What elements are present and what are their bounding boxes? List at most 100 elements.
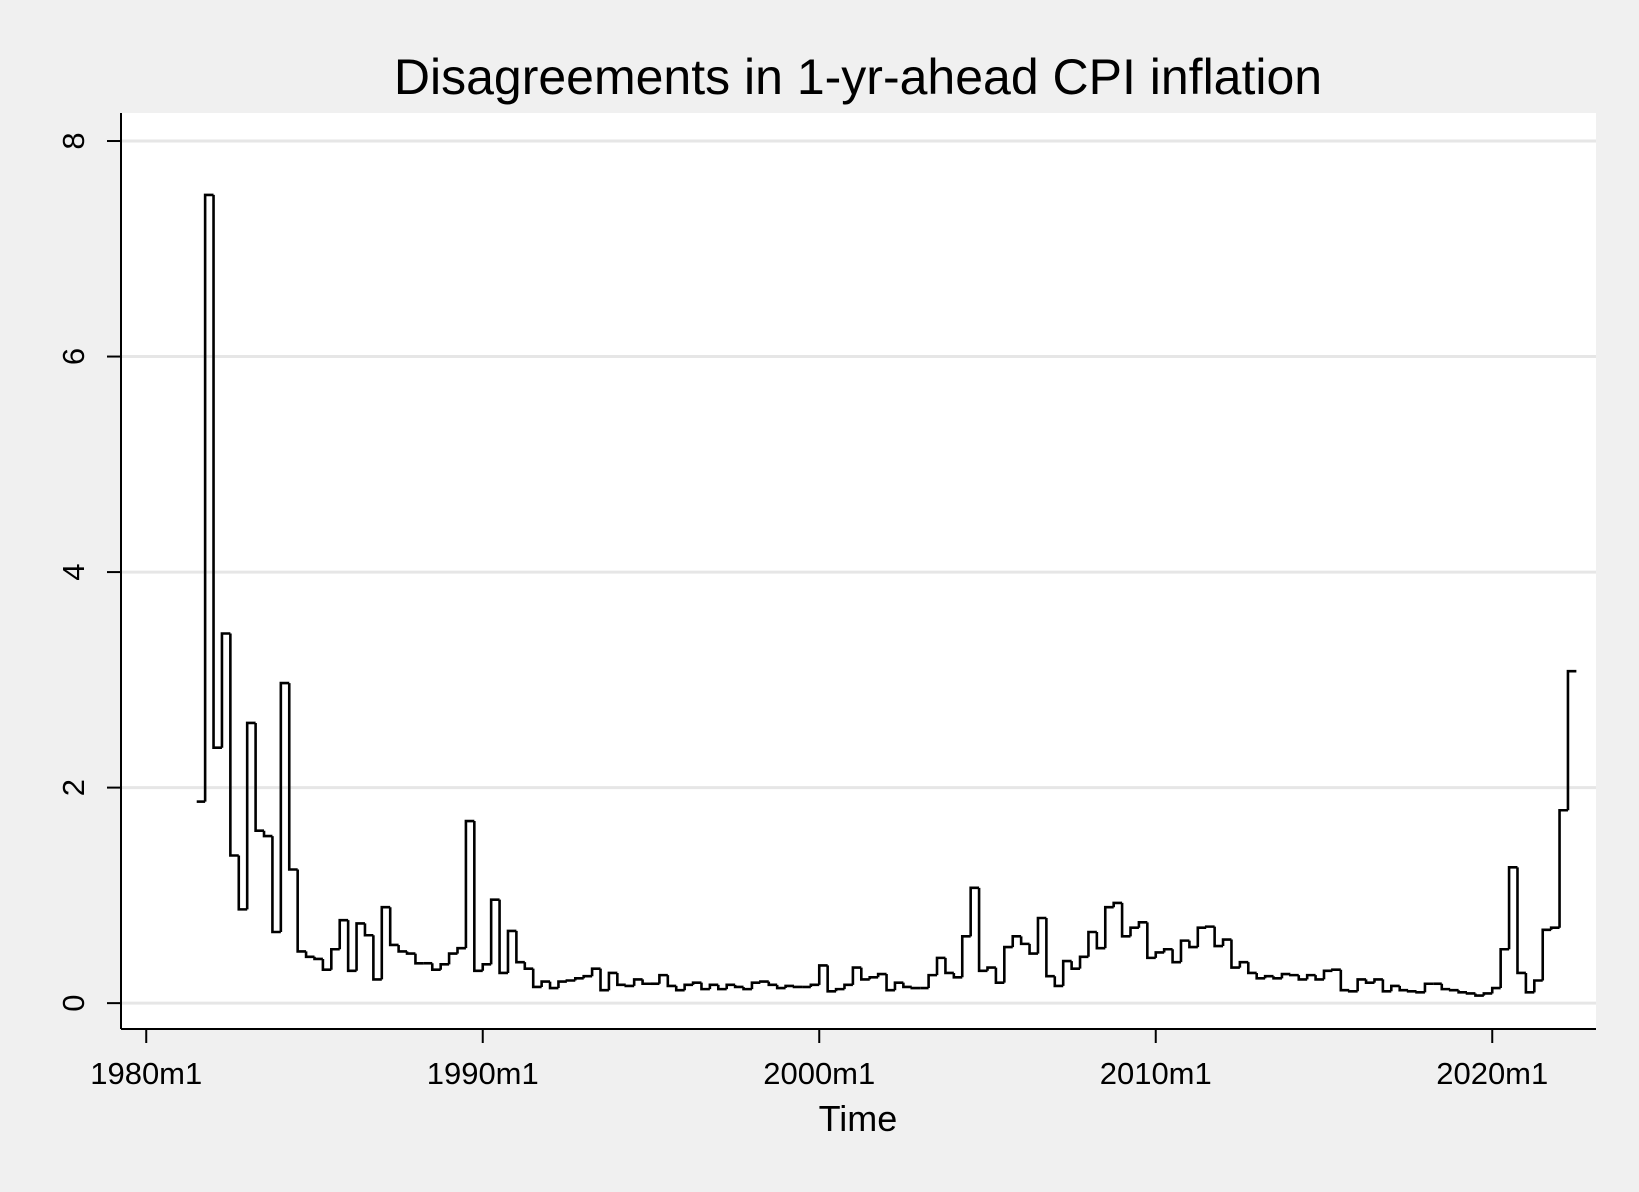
line-step (1112, 901, 1123, 908)
line-step (1036, 916, 1047, 954)
line-step (1457, 990, 1468, 994)
line-step (1011, 935, 1022, 948)
line-step (1204, 925, 1215, 928)
line-step (666, 975, 677, 988)
line-step (430, 963, 441, 972)
line-step (414, 953, 424, 965)
line-step (1078, 955, 1089, 969)
y-tick-label: 6 (56, 348, 91, 365)
line-step (1221, 938, 1232, 947)
line-step (380, 905, 391, 980)
line-step (817, 964, 828, 985)
line-step (1255, 972, 1266, 980)
line-step (759, 980, 769, 983)
line-step (203, 193, 214, 802)
line-step (1003, 945, 1013, 983)
line-step (557, 980, 567, 989)
line-step (304, 951, 315, 959)
line-step (447, 952, 458, 965)
line-step (792, 985, 803, 989)
line-step (658, 973, 668, 984)
line-step (439, 963, 450, 970)
line-step (1019, 936, 1030, 946)
line-step (616, 972, 626, 987)
line-step (834, 987, 845, 992)
line-step (994, 967, 1005, 984)
line-step (700, 982, 710, 991)
line-step (742, 986, 752, 991)
line-step (245, 721, 256, 910)
line-step (1499, 947, 1510, 989)
line-step (515, 930, 525, 964)
line-step (1448, 988, 1459, 992)
line-step (271, 836, 281, 934)
line-step (952, 972, 963, 979)
line-step (935, 956, 946, 976)
x-tick-label: 1990m1 (427, 1056, 539, 1091)
line-step (876, 972, 887, 978)
line-step (708, 983, 719, 990)
line-step (1423, 982, 1434, 993)
x-tick-label: 2000m1 (763, 1056, 875, 1091)
line-step (1305, 973, 1316, 980)
line-step (296, 869, 307, 953)
line-step (355, 922, 365, 971)
line-step (1028, 943, 1038, 955)
line-step (1179, 939, 1190, 963)
line-step (1154, 951, 1165, 958)
line-step (1053, 976, 1064, 988)
line-step (1272, 976, 1282, 980)
line-step (573, 977, 584, 981)
line-step (330, 947, 340, 970)
line-step (237, 855, 248, 911)
x-axis-title: Time (819, 1098, 898, 1139)
line-step (910, 986, 921, 990)
line-step (506, 929, 517, 973)
line-step (902, 982, 912, 989)
line-step (1549, 926, 1560, 930)
line-step (1120, 902, 1131, 938)
line-step (1558, 808, 1568, 928)
line-step (262, 830, 273, 838)
line-step (405, 951, 416, 955)
line-step (1238, 960, 1249, 968)
y-tick-label: 8 (56, 132, 91, 149)
line-step (1541, 928, 1552, 981)
line-step (607, 971, 618, 991)
line-step (481, 963, 492, 971)
line-step (473, 821, 483, 973)
line-step (641, 979, 651, 986)
line-step (632, 978, 643, 986)
line-step (1289, 973, 1299, 977)
line-step (346, 920, 357, 973)
line-step (531, 968, 542, 989)
line-step (388, 907, 399, 947)
line-step (313, 956, 323, 961)
line-step (1280, 972, 1291, 979)
line-step (279, 681, 290, 933)
x-tick-label: 2010m1 (1100, 1056, 1212, 1091)
line-step (725, 983, 736, 990)
line-step (1364, 979, 1375, 984)
line-step (1188, 940, 1198, 949)
chart-title: Disagreements in 1-yr-ahead CPI inflatio… (394, 49, 1322, 105)
line-step (885, 974, 895, 992)
line-step (363, 923, 374, 937)
line-step (590, 967, 601, 977)
y-tick-label: 0 (56, 995, 91, 1012)
line-step (599, 968, 609, 992)
line-step (1339, 969, 1350, 992)
line-step (851, 966, 862, 985)
line-step (1381, 979, 1392, 993)
line-step (1516, 867, 1526, 975)
line-step (960, 935, 971, 978)
line-step (1246, 962, 1257, 975)
line-step (767, 981, 778, 987)
line-step (254, 722, 265, 833)
line-step (489, 898, 500, 965)
line-step (624, 984, 635, 988)
line-step (1213, 926, 1224, 948)
line-step (868, 975, 879, 980)
line-step (1103, 905, 1114, 949)
line-step (1070, 961, 1081, 970)
